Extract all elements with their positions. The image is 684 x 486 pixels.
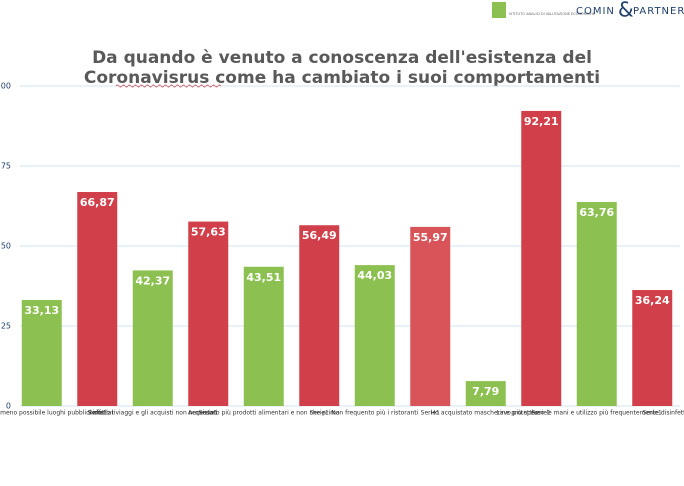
x-tick-label: Serie1 bbox=[532, 410, 551, 417]
x-tick-label: Non frequento più i ristoranti bbox=[331, 410, 418, 417]
bar bbox=[188, 221, 229, 406]
value-label: 63,76 bbox=[579, 206, 614, 219]
bar bbox=[77, 192, 118, 406]
x-tick-label: Serie1 bbox=[310, 410, 329, 417]
bar bbox=[521, 110, 562, 406]
value-label: 57,63 bbox=[191, 226, 226, 239]
bar bbox=[299, 225, 340, 406]
bar bbox=[576, 201, 617, 406]
chart-title: Coronavisrus come ha cambiato i suoi com… bbox=[84, 68, 600, 88]
x-tick-label: Serie1 bbox=[421, 410, 440, 417]
y-tick-label: 100 bbox=[0, 82, 11, 91]
bar bbox=[243, 266, 284, 406]
x-tick-label: Ho acquistato mascherine protettive bbox=[431, 410, 541, 417]
value-label: 44,03 bbox=[357, 269, 392, 282]
bar bbox=[354, 265, 395, 406]
value-label: 66,87 bbox=[80, 196, 115, 209]
x-tick-label: Ridotto i viaggi e gli acquisti non nece… bbox=[88, 410, 217, 417]
y-tick-label: 25 bbox=[1, 322, 11, 331]
x-tick-label: Lavo più spesso le mani e utilizzo più f… bbox=[497, 410, 684, 417]
logo-icon bbox=[492, 2, 506, 18]
logo-partners: PARTNERS bbox=[633, 6, 684, 17]
x-tick-label: Frequento meno possibile luoghi pubblici… bbox=[0, 410, 116, 417]
value-label: 92,21 bbox=[524, 115, 559, 128]
value-label: 43,51 bbox=[246, 271, 281, 284]
logo-left: ISTITUTO ANALISI DI VALUTAZIONE ECONOMIC… bbox=[492, 2, 595, 18]
value-label: 36,24 bbox=[635, 294, 670, 307]
value-label: 56,49 bbox=[302, 229, 337, 242]
y-tick-label: 50 bbox=[1, 242, 11, 251]
bar bbox=[21, 299, 62, 406]
bar bbox=[132, 270, 173, 406]
logo-name: COMIN bbox=[576, 6, 615, 17]
bar bbox=[410, 226, 451, 406]
logo-left-text: ISTITUTO ANALISI DI VALUTAZIONE ECONOMIC… bbox=[509, 12, 595, 16]
x-tick-label: Acquistato più prodotti alimentari e non… bbox=[188, 410, 340, 417]
value-label: 33,13 bbox=[24, 304, 59, 317]
value-label: 55,97 bbox=[413, 231, 448, 244]
logo-amp: & bbox=[618, 0, 634, 22]
bar bbox=[465, 381, 506, 406]
y-tick-label: 0 bbox=[6, 402, 11, 411]
chart-title: Da quando è venuto a conoscenza dell'esi… bbox=[92, 48, 592, 68]
x-tick-label: Serie1 bbox=[88, 410, 107, 417]
x-tick-label: Serie1 bbox=[643, 410, 662, 417]
x-tick-label: Serie1 bbox=[199, 410, 218, 417]
value-label: 7,79 bbox=[472, 385, 499, 398]
y-tick-label: 75 bbox=[1, 162, 11, 171]
value-label: 42,37 bbox=[135, 274, 170, 287]
bar bbox=[632, 290, 673, 406]
